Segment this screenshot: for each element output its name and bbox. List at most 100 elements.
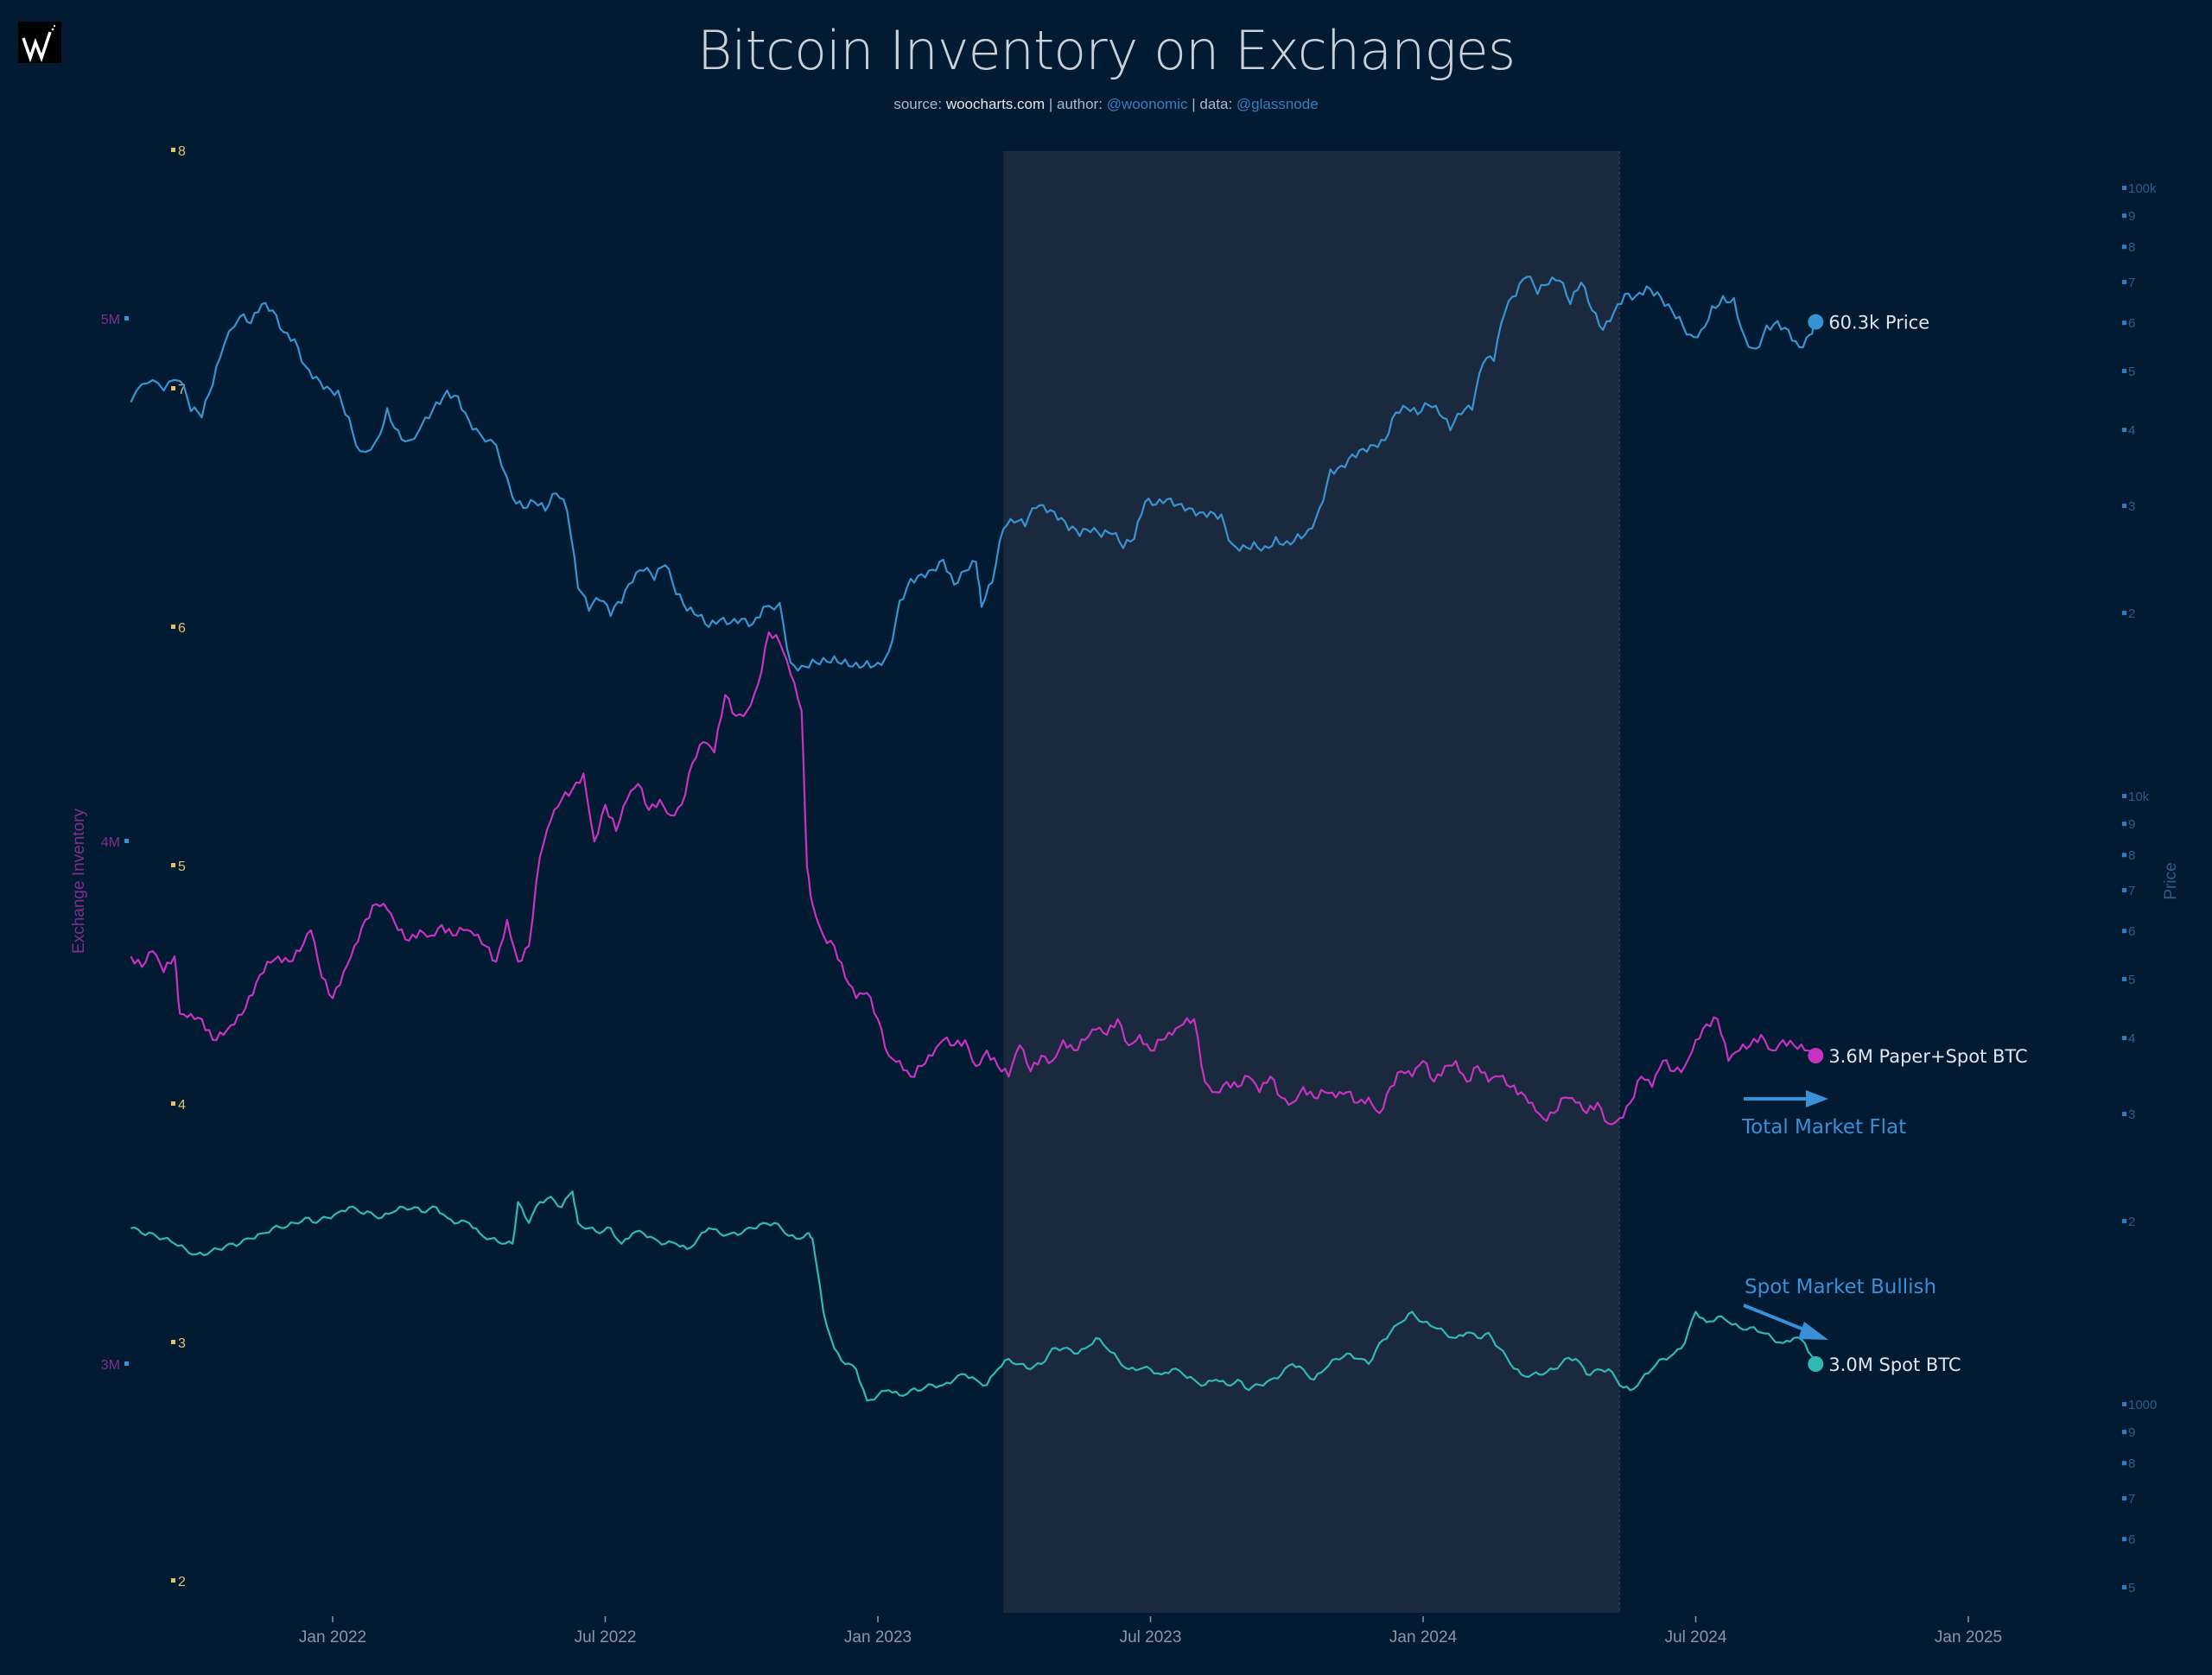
- spot-market-arrow-shaft: [1743, 1304, 1811, 1334]
- y-left-tick-label: 3M: [101, 1358, 120, 1373]
- spot-line: [130, 1190, 1817, 1402]
- series-layer: 60.3k Price 3.6M Paper+Spot BTC 3.0M Spot …: [130, 276, 2028, 1402]
- y-right-tick-label: 3: [2128, 499, 2135, 514]
- y-right-tick-mark: [2122, 976, 2126, 981]
- y-inner-tick-label: 8: [178, 144, 186, 159]
- y-right-tick-label: 100k: [2128, 181, 2157, 196]
- y-inner-tick-label: 4: [178, 1098, 186, 1113]
- chart-title: Bitcoin Inventory on Exchanges: [696, 19, 1516, 82]
- y-left-axis-title: Exchange Inventory: [70, 809, 88, 954]
- y-right-tick-mark: [2122, 1112, 2126, 1117]
- x-axis: Jan 2022 Jul 2022 Jan 2023 Jul 2023 Jan 2024…: [299, 1616, 2002, 1646]
- spot-market-annotation: Spot Market Bullish: [1745, 1276, 1936, 1298]
- y-inner-axis: 2 3 4 5 6 7 8: [171, 144, 186, 1589]
- y-right-tick-label: 9: [2128, 817, 2135, 832]
- paper-spot-line: [130, 631, 1817, 1126]
- y-right-axis-title: Price: [2162, 862, 2180, 899]
- y-right-tick-label: 6: [2128, 316, 2135, 331]
- y-right-tick-mark: [2122, 822, 2126, 827]
- y-left-axis: 3M 4M 5M: [101, 313, 129, 1373]
- y-right-tick-mark: [2122, 213, 2126, 219]
- y-right-tick-mark: [2122, 794, 2126, 798]
- y-right-tick-label: 4: [2128, 1031, 2135, 1046]
- y-right-tick-label: 5: [2128, 365, 2135, 379]
- y-right-tick-mark: [2122, 1219, 2126, 1224]
- y-right-tick-label: 4: [2128, 423, 2135, 438]
- x-tick-label: Jul 2024: [1665, 1628, 1727, 1646]
- spot-end-label: 3.0M Spot BTC: [1828, 1355, 1961, 1375]
- y-right-tick-label: 5: [2128, 1581, 2135, 1596]
- y-right-tick-label: 1000: [2128, 1398, 2157, 1412]
- y-right-tick-mark: [2122, 1584, 2126, 1589]
- y-left-tick-mark: [124, 316, 129, 320]
- y-right-tick-mark: [2122, 929, 2126, 934]
- x-tick-label: Jan 2022: [299, 1628, 366, 1646]
- y-right-tick-mark: [2122, 320, 2126, 326]
- y-right-tick-mark: [2122, 853, 2126, 858]
- y-left-tick-mark: [124, 839, 129, 843]
- y-right-tick-mark: [2122, 280, 2126, 285]
- x-tick-label: Jan 2025: [1935, 1628, 2002, 1646]
- y-right-tick-mark: [2122, 1496, 2126, 1501]
- y-right-tick-label: 7: [2128, 276, 2135, 290]
- y-right-tick-label: 2: [2128, 606, 2135, 621]
- y-right-tick-mark: [2122, 888, 2126, 893]
- paper-spot-end-label: 3.6M Paper+Spot BTC: [1828, 1046, 2027, 1067]
- y-right-tick-mark: [2122, 1461, 2126, 1466]
- y-right-tick-mark: [2122, 368, 2126, 373]
- logo-w-icon: [22, 24, 56, 63]
- data-link[interactable]: @glassnode: [1236, 96, 1319, 112]
- y-right-tick-mark: [2122, 611, 2126, 616]
- y-inner-tick-label: 7: [178, 383, 186, 397]
- y-inner-tick-mark: [171, 148, 175, 152]
- y-right-tick-mark: [2122, 1430, 2126, 1435]
- y-right-tick-label: 3: [2128, 1107, 2135, 1122]
- y-right-tick-mark: [2122, 186, 2126, 190]
- y-inner-tick-label: 6: [178, 621, 186, 636]
- y-inner-tick-mark: [171, 863, 175, 867]
- y-left-tick-mark: [124, 1361, 129, 1366]
- annotations: Total Market Flat Spot Market Bullish: [1741, 1090, 1936, 1340]
- y-right-tick-label: 7: [2128, 1492, 2135, 1507]
- data-label: | data:: [1192, 96, 1233, 112]
- y-inner-tick-mark: [171, 625, 175, 629]
- y-inner-tick-label: 5: [178, 860, 186, 874]
- author-link[interactable]: @woonomic: [1106, 96, 1188, 112]
- y-right-tick-label: 5: [2128, 973, 2135, 987]
- woocharts-logo: [18, 22, 61, 63]
- highlight-region: [1003, 151, 1620, 1613]
- y-right-tick-label: 8: [2128, 848, 2135, 863]
- y-left-tick-label: 4M: [101, 835, 120, 850]
- x-tick-label: Jul 2022: [575, 1628, 637, 1646]
- author-label: | author:: [1048, 96, 1103, 112]
- x-tick-label: Jan 2023: [844, 1628, 912, 1646]
- paper-spot-end-marker: [1808, 1048, 1824, 1064]
- y-right-tick-mark: [2122, 428, 2126, 433]
- price-line: [130, 276, 1817, 672]
- y-right-tick-label: 6: [2128, 1532, 2135, 1547]
- y-right-tick-mark: [2122, 244, 2126, 250]
- y-right-axis: 5 6 7 8 9 1000 2 3 4 5 6 7 8 9 10k 2 3 4 5 6 7 8 9 100k: [2122, 181, 2157, 1596]
- y-right-tick-label: 10k: [2128, 790, 2150, 804]
- spot-market-arrow-head: [1798, 1322, 1828, 1340]
- source-label: source:: [893, 96, 943, 112]
- y-right-tick-mark: [2122, 1036, 2126, 1041]
- y-right-tick-label: 6: [2128, 924, 2135, 939]
- source-link[interactable]: woocharts.com: [945, 96, 1046, 112]
- total-market-annotation: Total Market Flat: [1741, 1116, 1906, 1139]
- y-right-tick-label: 2: [2128, 1215, 2135, 1229]
- chart-subtitle: source: woocharts.com | author: @woonomi…: [0, 96, 2212, 113]
- total-market-arrow-head: [1806, 1090, 1828, 1107]
- y-inner-tick-label: 3: [178, 1336, 186, 1351]
- y-left-tick-label: 5M: [101, 313, 120, 327]
- y-inner-tick-mark: [171, 386, 175, 390]
- y-right-tick-label: 7: [2128, 884, 2135, 898]
- x-tick-label: Jan 2024: [1389, 1628, 1458, 1646]
- price-end-marker: [1808, 314, 1824, 330]
- y-right-tick-label: 9: [2128, 209, 2135, 224]
- x-tick-label: Jul 2023: [1120, 1628, 1182, 1646]
- y-right-tick-mark: [2122, 1402, 2126, 1406]
- y-right-tick-label: 8: [2128, 240, 2135, 255]
- spot-end-marker: [1808, 1356, 1824, 1372]
